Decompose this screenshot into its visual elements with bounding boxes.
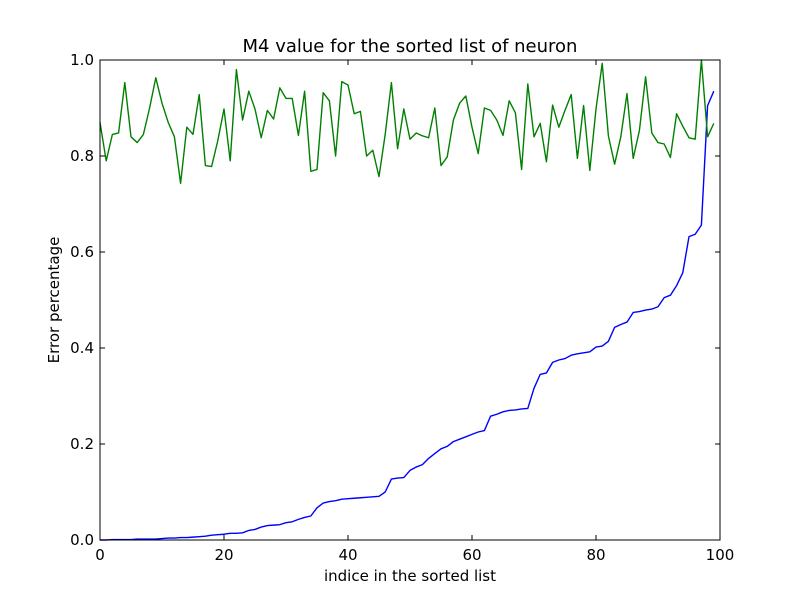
y-tick-label: 0.0	[70, 531, 94, 549]
tick-layer: 0 20 40 60 80 100 0.0 0.2 0.4 0.6 0.8 1.0	[70, 51, 734, 564]
series-layer	[99, 59, 715, 541]
series-line-0	[100, 90, 715, 541]
y-tick-label: 1.0	[70, 51, 94, 69]
chart-title: M4 value for the sorted list of neuron	[243, 36, 578, 57]
x-tick-label: 0	[95, 546, 105, 564]
y-tick-label: 0.4	[70, 339, 94, 357]
y-tick-label: 0.6	[70, 243, 94, 261]
y-tick-label: 0.2	[70, 435, 94, 453]
series-line-1	[99, 59, 715, 185]
x-tick-label: 40	[338, 546, 357, 564]
x-tick-label: 80	[586, 546, 605, 564]
x-tick-label: 100	[706, 546, 735, 564]
x-axis-label: indice in the sorted list	[324, 567, 496, 585]
x-tick-label: 20	[214, 546, 233, 564]
y-tick-label: 0.8	[70, 147, 94, 165]
x-tick-label: 60	[462, 546, 481, 564]
y-axis-label: Error percentage	[45, 237, 63, 364]
plot-frame	[99, 59, 721, 541]
